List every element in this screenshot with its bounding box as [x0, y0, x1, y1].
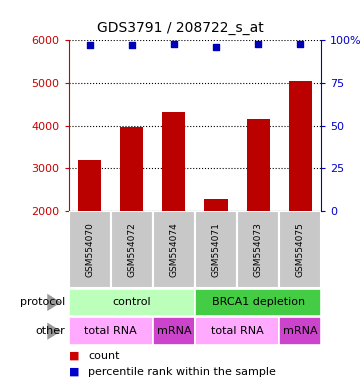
Bar: [279, 317, 321, 345]
Text: protocol: protocol: [20, 297, 65, 308]
Bar: [247, 119, 270, 211]
Bar: [204, 199, 227, 211]
Text: GSM554075: GSM554075: [296, 222, 305, 277]
Bar: [237, 211, 279, 288]
Text: ■: ■: [69, 367, 79, 377]
Point: [87, 42, 92, 48]
Bar: [153, 211, 195, 288]
Bar: [69, 289, 195, 316]
Bar: [120, 127, 143, 211]
Bar: [69, 317, 153, 345]
Point: [171, 41, 177, 47]
Text: other: other: [35, 326, 65, 336]
Text: total RNA: total RNA: [84, 326, 137, 336]
Text: GSM554070: GSM554070: [85, 222, 94, 277]
Bar: [195, 211, 237, 288]
Text: mRNA: mRNA: [283, 326, 318, 336]
Point: [129, 42, 135, 48]
Point: [213, 44, 219, 50]
Text: control: control: [113, 297, 151, 308]
Text: percentile rank within the sample: percentile rank within the sample: [88, 367, 276, 377]
Point: [297, 41, 303, 47]
Text: GDS3791 / 208722_s_at: GDS3791 / 208722_s_at: [97, 21, 264, 35]
Bar: [289, 81, 312, 211]
Text: BRCA1 depletion: BRCA1 depletion: [212, 297, 305, 308]
Text: GSM554072: GSM554072: [127, 222, 136, 277]
Bar: [111, 211, 153, 288]
Bar: [195, 317, 279, 345]
Text: ■: ■: [69, 351, 79, 361]
Text: count: count: [88, 351, 120, 361]
Bar: [69, 211, 111, 288]
Text: total RNA: total RNA: [211, 326, 264, 336]
Bar: [279, 211, 321, 288]
Bar: [195, 289, 321, 316]
Point: [255, 41, 261, 47]
Text: GSM554073: GSM554073: [254, 222, 262, 277]
Polygon shape: [47, 294, 61, 311]
Text: GSM554071: GSM554071: [212, 222, 221, 277]
Bar: [153, 317, 195, 345]
Text: GSM554074: GSM554074: [169, 222, 178, 277]
Bar: [162, 112, 186, 211]
Text: mRNA: mRNA: [157, 326, 191, 336]
Bar: [78, 160, 101, 211]
Polygon shape: [47, 323, 61, 340]
